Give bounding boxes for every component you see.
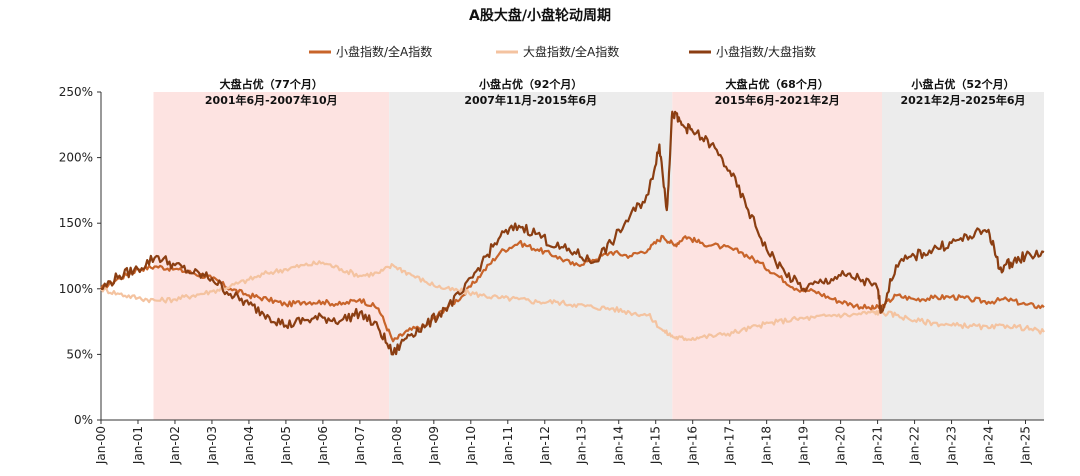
x-tick-label: Jan-09 (427, 426, 441, 465)
x-tick-label: Jan-11 (501, 426, 515, 465)
regime-period: 2007年11月-2015年6月 (464, 93, 597, 107)
regime-band (672, 92, 883, 420)
y-tick-label: 100% (59, 282, 93, 296)
regime-label: 大盘占优（68个月） (726, 77, 829, 91)
y-tick-label: 150% (59, 216, 93, 230)
x-tick-label: Jan-14 (612, 426, 626, 465)
x-tick-label: Jan-23 (945, 426, 959, 465)
x-tick-label: Jan-02 (168, 426, 182, 465)
x-tick-label: Jan-22 (908, 426, 922, 465)
regime-band (153, 92, 390, 420)
regime-period: 2015年6月-2021年2月 (715, 93, 840, 107)
x-tick-label: Jan-05 (279, 426, 293, 465)
x-tick-label: Jan-21 (871, 426, 885, 465)
regime-period: 2021年2月-2025年6月 (900, 93, 1025, 107)
x-tick-label: Jan-06 (316, 426, 330, 465)
x-tick-label: Jan-10 (464, 426, 478, 465)
x-tick-label: Jan-00 (94, 426, 108, 465)
y-tick-label: 250% (59, 85, 93, 99)
series-line (100, 110, 1045, 356)
x-tick-label: Jan-04 (242, 426, 256, 465)
x-tick-label: Jan-08 (390, 426, 404, 465)
y-tick-label: 200% (59, 151, 93, 165)
x-tick-label: Jan-12 (538, 426, 552, 465)
regime-labels: 大盘占优（77个月） 2001年6月-2007年10月 小盘占优（92个月） 2007… (205, 77, 1026, 107)
x-tick-label: Jan-17 (723, 426, 737, 465)
x-tick-label: Jan-16 (686, 426, 700, 465)
axes: 0% 50% 100% 150% 200% 250% Jan-00 Jan-01 Jan-02 J… (59, 85, 1044, 465)
y-tick-label: 50% (66, 347, 93, 361)
legend: 小盘指数/全A指数 大盘指数/全A指数 小盘指数/大盘指数 (309, 44, 816, 59)
regime-label: 小盘占优（52个月） (910, 77, 1014, 91)
series-layer (100, 110, 1045, 356)
y-tick-label: 0% (74, 413, 93, 427)
y-gridlines (97, 91, 101, 421)
x-tick-label: Jan-24 (982, 426, 996, 465)
x-tick-label: Jan-20 (834, 426, 848, 465)
x-tick-label: Jan-25 (1019, 426, 1033, 465)
x-tick-label: Jan-15 (649, 426, 663, 465)
series-line (100, 260, 1045, 342)
regime-period: 2001年6月-2007年10月 (205, 93, 338, 107)
x-tick-label: Jan-03 (205, 426, 219, 465)
x-tick-label: Jan-19 (797, 426, 811, 465)
x-tick-label: Jan-07 (353, 426, 367, 465)
legend-label: 小盘指数/大盘指数 (716, 44, 816, 59)
regime-label: 大盘占优（77个月） (220, 77, 323, 91)
x-tick-label: Jan-01 (131, 426, 145, 465)
x-tick-label: Jan-18 (760, 426, 774, 465)
legend-label: 小盘指数/全A指数 (336, 44, 432, 59)
regime-label: 小盘占优（92个月） (478, 77, 582, 91)
chart-title: A股大盘/小盘轮动周期 (469, 7, 611, 24)
legend-label: 大盘指数/全A指数 (523, 44, 619, 59)
x-tick-label: Jan-13 (575, 426, 589, 465)
